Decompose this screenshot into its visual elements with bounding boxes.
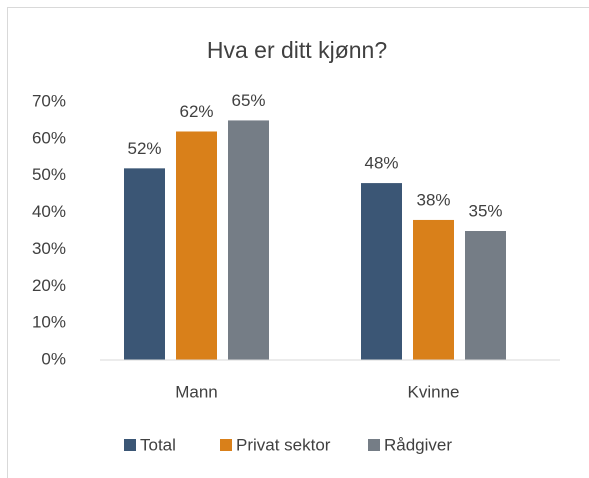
bar	[228, 120, 269, 360]
data-label: 62%	[179, 102, 213, 121]
bar	[361, 183, 402, 360]
bar	[465, 231, 506, 360]
y-tick-label: 40%	[32, 202, 66, 221]
data-label: 65%	[231, 91, 265, 110]
data-label: 52%	[127, 139, 161, 158]
chart-title: Hva er ditt kjønn?	[207, 37, 387, 63]
bar	[124, 168, 165, 360]
data-label: 48%	[364, 154, 398, 173]
legend-swatch	[124, 439, 136, 451]
data-label: 38%	[416, 190, 450, 209]
y-tick-label: 70%	[32, 91, 66, 110]
y-tick-label: 0%	[41, 349, 66, 368]
data-label: 35%	[468, 201, 502, 220]
bar	[413, 219, 454, 360]
legend-label: Rådgiver	[384, 435, 452, 454]
y-tick-label: 10%	[32, 313, 66, 332]
x-tick-label: Mann	[175, 382, 218, 401]
legend-swatch	[220, 439, 232, 451]
y-tick-label: 30%	[32, 239, 66, 258]
legend-label: Privat sektor	[236, 435, 331, 454]
legend-label: Total	[140, 435, 176, 454]
legend-swatch	[368, 439, 380, 451]
y-tick-label: 50%	[32, 165, 66, 184]
y-tick-label: 20%	[32, 276, 66, 295]
x-tick-label: Kvinne	[408, 382, 460, 401]
bar	[176, 131, 217, 360]
y-tick-label: 60%	[32, 128, 66, 147]
